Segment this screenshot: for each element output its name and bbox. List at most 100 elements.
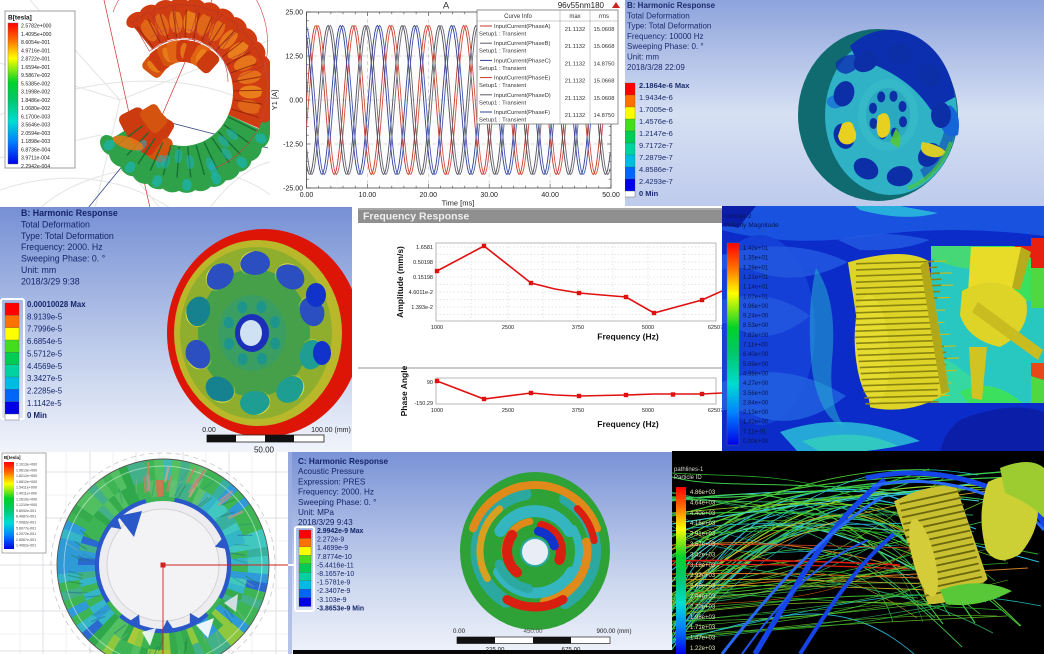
svg-text:B[tesla]: B[tesla] bbox=[4, 455, 21, 460]
svg-text:2.2285e-5: 2.2285e-5 bbox=[27, 386, 63, 395]
svg-text:Velocity Magnitude: Velocity Magnitude bbox=[724, 222, 779, 229]
svg-text:1.47e+03: 1.47e+03 bbox=[690, 636, 716, 642]
svg-text:1.4011e+000: 1.4011e+000 bbox=[16, 492, 37, 496]
svg-text:1.22e+03: 1.22e+03 bbox=[690, 646, 716, 652]
svg-text:6.6854e-5: 6.6854e-5 bbox=[27, 337, 63, 346]
svg-text:1.1898e-003: 1.1898e-003 bbox=[21, 139, 50, 145]
svg-text:1.07e+01: 1.07e+01 bbox=[743, 294, 769, 300]
svg-text:3.3427e-5: 3.3427e-5 bbox=[27, 374, 63, 383]
svg-text:Y1 [A]: Y1 [A] bbox=[270, 90, 279, 110]
svg-text:1.42e+01: 1.42e+01 bbox=[743, 246, 769, 252]
svg-text:-3.8653e-9 Min: -3.8653e-9 Min bbox=[317, 605, 364, 612]
svg-text:900.00 (mm): 900.00 (mm) bbox=[596, 628, 631, 635]
svg-text:21.1132: 21.1132 bbox=[565, 96, 586, 102]
svg-text:5.5385e-002: 5.5385e-002 bbox=[21, 81, 50, 87]
svg-text:1.5411e+000: 1.5411e+000 bbox=[16, 486, 37, 490]
svg-text:5.69e+00: 5.69e+00 bbox=[743, 362, 769, 368]
svg-text:Frequency (Hz): Frequency (Hz) bbox=[597, 419, 659, 429]
svg-text:3.91e+03: 3.91e+03 bbox=[690, 532, 716, 538]
svg-text:-3.103e-9: -3.103e-9 bbox=[317, 597, 347, 604]
svg-text:2018/3/29 9:43: 2018/3/29 9:43 bbox=[298, 518, 353, 527]
svg-text:1.6594e-001: 1.6594e-001 bbox=[21, 65, 50, 71]
svg-text:9.7172e-7: 9.7172e-7 bbox=[639, 141, 673, 150]
svg-text:1000: 1000 bbox=[431, 325, 443, 331]
svg-text:1.8212e+000: 1.8212e+000 bbox=[16, 474, 37, 478]
svg-text:15.0608: 15.0608 bbox=[594, 27, 615, 33]
svg-text:-5.4416e-11: -5.4416e-11 bbox=[317, 562, 354, 569]
svg-text:4.6011e-2: 4.6011e-2 bbox=[409, 290, 433, 296]
svg-text:1.2147e-6: 1.2147e-6 bbox=[639, 129, 673, 138]
svg-text:96v55nm180: 96v55nm180 bbox=[558, 1, 605, 10]
svg-text:1.35e+01: 1.35e+01 bbox=[743, 256, 769, 262]
svg-text:-150.29: -150.29 bbox=[414, 401, 433, 407]
svg-text:0.00: 0.00 bbox=[289, 98, 303, 105]
svg-text:9.24e+00: 9.24e+00 bbox=[743, 314, 769, 320]
svg-text:1.4576e-6: 1.4576e-6 bbox=[639, 117, 673, 126]
svg-text:B: Harmonic Response: B: Harmonic Response bbox=[21, 208, 118, 218]
svg-text:7.7996e-5: 7.7996e-5 bbox=[27, 325, 63, 334]
svg-text:2018/3/29 9:38: 2018/3/29 9:38 bbox=[21, 276, 80, 286]
svg-text:7.0082e-001: 7.0082e-001 bbox=[16, 521, 36, 525]
svg-text:Setup1 : Transient: Setup1 : Transient bbox=[479, 49, 526, 55]
svg-text:A: A bbox=[443, 1, 450, 12]
svg-text:1.9434e-6: 1.9434e-6 bbox=[639, 93, 673, 102]
svg-text:-1.5781e-9: -1.5781e-9 bbox=[317, 580, 350, 587]
svg-text:450.00: 450.00 bbox=[524, 628, 543, 635]
svg-text:Total Deformation: Total Deformation bbox=[627, 11, 690, 20]
svg-text:8.53e+00: 8.53e+00 bbox=[743, 323, 769, 329]
svg-text:1.1210e+000: 1.1210e+000 bbox=[16, 503, 37, 507]
svg-text:6.1700e-003: 6.1700e-003 bbox=[21, 114, 50, 120]
svg-text:Acoustic Pressure: Acoustic Pressure bbox=[298, 467, 364, 476]
svg-text:2.1013e+000: 2.1013e+000 bbox=[16, 463, 37, 467]
svg-text:1.0680e-002: 1.0680e-002 bbox=[21, 106, 50, 112]
svg-text:Unit: mm: Unit: mm bbox=[627, 53, 659, 62]
svg-text:Unit: MPa: Unit: MPa bbox=[298, 508, 334, 517]
svg-text:0.00e+00: 0.00e+00 bbox=[743, 439, 769, 445]
svg-text:2.84e+00: 2.84e+00 bbox=[743, 400, 769, 406]
svg-text:3750: 3750 bbox=[572, 408, 584, 414]
svg-text:21.1132: 21.1132 bbox=[565, 113, 586, 119]
svg-text:3750: 3750 bbox=[572, 325, 584, 331]
svg-text:Sweeping Phase: 0. °: Sweeping Phase: 0. ° bbox=[298, 498, 376, 507]
svg-text:2.4293e-7: 2.4293e-7 bbox=[639, 177, 673, 186]
svg-text:3.42e+03: 3.42e+03 bbox=[690, 552, 716, 558]
svg-text:InputCurrent(PhaseB): InputCurrent(PhaseB) bbox=[494, 41, 550, 47]
svg-text:InputCurrent(PhaseF): InputCurrent(PhaseF) bbox=[494, 110, 550, 116]
svg-text:2500: 2500 bbox=[502, 408, 514, 414]
svg-text:1.1142e-5: 1.1142e-5 bbox=[27, 399, 62, 408]
svg-text:21.1132: 21.1132 bbox=[565, 79, 586, 85]
svg-text:Time [ms]: Time [ms] bbox=[442, 199, 475, 208]
svg-text:1.9613e+000: 1.9613e+000 bbox=[16, 468, 37, 472]
svg-text:B: Harmonic Response: B: Harmonic Response bbox=[627, 1, 716, 10]
svg-text:9.5867e-002: 9.5867e-002 bbox=[21, 73, 50, 79]
svg-text:max: max bbox=[569, 14, 580, 20]
svg-text:Expression: PRES: Expression: PRES bbox=[298, 477, 366, 486]
svg-text:3.56e+00: 3.56e+00 bbox=[743, 391, 769, 397]
svg-text:0.00: 0.00 bbox=[202, 427, 216, 434]
svg-text:2.272e-9: 2.272e-9 bbox=[317, 537, 344, 544]
svg-text:6.8736e-004: 6.8736e-004 bbox=[21, 147, 50, 153]
svg-text:Setup1 : Transient: Setup1 : Transient bbox=[479, 83, 526, 89]
svg-text:-25.00: -25.00 bbox=[283, 186, 303, 193]
svg-text:Frequency: 2000. Hz: Frequency: 2000. Hz bbox=[21, 242, 103, 252]
svg-text:7.8774e-10: 7.8774e-10 bbox=[317, 554, 352, 561]
svg-text:4.16e+03: 4.16e+03 bbox=[690, 521, 716, 527]
svg-text:Type: Total Deformation: Type: Total Deformation bbox=[21, 231, 114, 241]
svg-text:1.96e+03: 1.96e+03 bbox=[690, 615, 716, 621]
svg-text:rms: rms bbox=[599, 14, 609, 20]
svg-text:Phase Angle: Phase Angle bbox=[399, 365, 409, 416]
svg-text:-2.3407e-9: -2.3407e-9 bbox=[317, 588, 350, 595]
svg-text:14.8750: 14.8750 bbox=[594, 113, 615, 119]
svg-text:Setup1 : Transient: Setup1 : Transient bbox=[479, 66, 526, 72]
svg-text:90: 90 bbox=[427, 380, 433, 386]
svg-text:0.00: 0.00 bbox=[300, 192, 314, 199]
svg-text:100.00 (mm): 100.00 (mm) bbox=[311, 427, 351, 434]
svg-text:2.5782e+000: 2.5782e+000 bbox=[21, 24, 52, 30]
svg-text:4.64e+03: 4.64e+03 bbox=[690, 500, 716, 506]
svg-text:2500: 2500 bbox=[502, 325, 514, 331]
svg-text:1.42e+00: 1.42e+00 bbox=[743, 420, 769, 426]
svg-text:3.9711e-004: 3.9711e-004 bbox=[21, 156, 50, 162]
svg-text:14.8750: 14.8750 bbox=[594, 61, 615, 67]
svg-text:21.1132: 21.1132 bbox=[565, 27, 586, 33]
svg-text:15.0608: 15.0608 bbox=[594, 96, 615, 102]
